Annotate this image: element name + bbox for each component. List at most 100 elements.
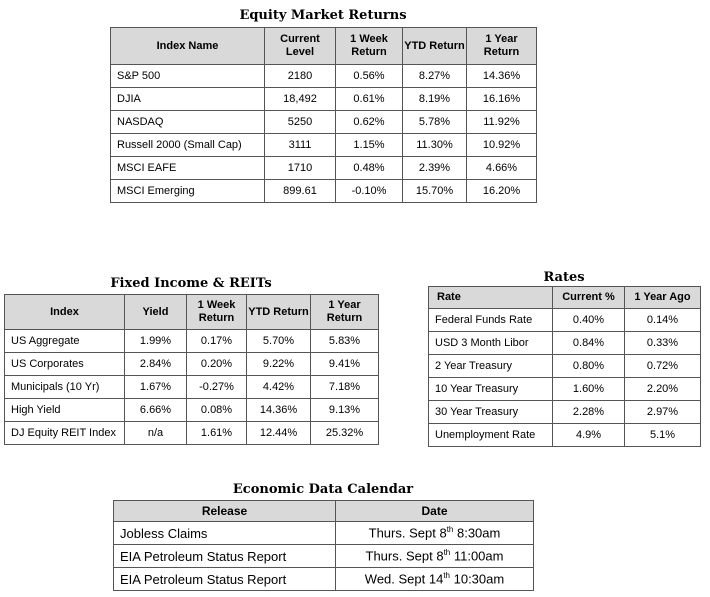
equity-cell: 0.48% — [335, 156, 403, 180]
fixed-cell: US Corporates — [4, 352, 125, 376]
table-row: DJIA 18,492 0.61% 8.19% 16.16% — [110, 87, 537, 111]
equity-header-1-week-return: 1 Week Return — [335, 27, 403, 65]
fixed-cell: 7.18% — [310, 375, 379, 399]
rates-cell: 2.97% — [624, 400, 701, 424]
fixed-income-title: Fixed Income & REITs — [110, 276, 272, 291]
fixed-cell: 0.08% — [186, 398, 247, 422]
equity-cell: 1710 — [264, 156, 336, 180]
equity-cell: -0.10% — [335, 179, 403, 203]
economic-date-cell: Thurs. Sept 8th 8:30am — [335, 521, 534, 545]
equity-cell: 3111 — [264, 133, 336, 157]
rates-cell: 0.40% — [552, 308, 625, 332]
fixed-cell: 0.20% — [186, 352, 247, 376]
rates-cell: 2.28% — [552, 400, 625, 424]
table-row: MSCI EAFE 1710 0.48% 2.39% 4.66% — [110, 156, 537, 180]
economic-calendar-table: Release Date Jobless Claims Thurs. Sept … — [113, 500, 534, 591]
fixed-header-index: Index — [4, 294, 125, 330]
fixed-header-1-year-return: 1 Year Return — [310, 294, 379, 330]
economic-header-release: Release — [113, 500, 336, 522]
fixed-cell: 9.41% — [310, 352, 379, 376]
equity-cell: Russell 2000 (Small Cap) — [110, 133, 265, 157]
date-suffix: th — [443, 548, 451, 558]
economic-header-date: Date — [335, 500, 534, 522]
equity-cell: 4.66% — [466, 156, 537, 180]
table-row: EIA Petroleum Status Report Wed. Sept 14… — [113, 567, 534, 591]
equity-header-current-level: Current Level — [264, 27, 336, 65]
rates-header-current: Current % — [552, 286, 625, 309]
rates-cell: Federal Funds Rate — [428, 308, 553, 332]
table-row: Unemployment Rate 4.9% 5.1% — [428, 423, 701, 447]
rates-cell: USD 3 Month Libor — [428, 331, 553, 355]
table-row: High Yield 6.66% 0.08% 14.36% 9.13% — [4, 398, 379, 422]
rates-cell: 2.20% — [624, 377, 701, 401]
fixed-cell: 9.13% — [310, 398, 379, 422]
table-row: Russell 2000 (Small Cap) 3111 1.15% 11.3… — [110, 133, 537, 157]
fixed-cell: DJ Equity REIT Index — [4, 421, 125, 445]
fixed-cell: 1.61% — [186, 421, 247, 445]
equity-cell: 16.16% — [466, 87, 537, 111]
equity-cell: 5.78% — [402, 110, 467, 134]
economic-date-cell: Wed. Sept 14th 10:30am — [335, 567, 534, 591]
fixed-cell: High Yield — [4, 398, 125, 422]
rates-cell: 0.14% — [624, 308, 701, 332]
fixed-cell: -0.27% — [186, 375, 247, 399]
date-time: 10:30am — [450, 571, 505, 587]
equity-cell: 2180 — [264, 64, 336, 88]
equity-cell: 15.70% — [402, 179, 467, 203]
fixed-cell: 4.42% — [246, 375, 311, 399]
table-row: US Corporates 2.84% 0.20% 9.22% 9.41% — [4, 352, 379, 376]
table-row: Municipals (10 Yr) 1.67% -0.27% 4.42% 7.… — [4, 375, 379, 399]
table-row: Jobless Claims Thurs. Sept 8th 8:30am — [113, 521, 534, 545]
equity-header-index-name: Index Name — [110, 27, 265, 65]
equity-cell: 14.36% — [466, 64, 537, 88]
fixed-cell: Municipals (10 Yr) — [4, 375, 125, 399]
table-row: NASDAQ 5250 0.62% 5.78% 11.92% — [110, 110, 537, 134]
date-time: 8:30am — [453, 525, 501, 541]
rates-table: Rate Current % 1 Year Ago Federal Funds … — [428, 286, 701, 447]
date-text: Thurs. Sept 8 — [365, 548, 444, 564]
equity-cell: 8.27% — [402, 64, 467, 88]
equity-cell: 18,492 — [264, 87, 336, 111]
rates-cell: 5.1% — [624, 423, 701, 447]
equity-cell: 16.20% — [466, 179, 537, 203]
fixed-cell: 5.70% — [246, 329, 311, 353]
equity-cell: 8.19% — [402, 87, 467, 111]
economic-release-cell: Jobless Claims — [113, 521, 336, 545]
fixed-header-ytd-return: YTD Return — [246, 294, 311, 330]
fixed-cell: 1.67% — [124, 375, 187, 399]
fixed-cell: 14.36% — [246, 398, 311, 422]
rates-cell: 0.72% — [624, 354, 701, 378]
fixed-header-1-week-return: 1 Week Return — [186, 294, 247, 330]
equity-cell: 11.30% — [402, 133, 467, 157]
table-row: DJ Equity REIT Index n/a 1.61% 12.44% 25… — [4, 421, 379, 445]
fixed-cell: 9.22% — [246, 352, 311, 376]
equity-table: Index Name Current Level 1 Week Return Y… — [110, 27, 537, 203]
equity-cell: NASDAQ — [110, 110, 265, 134]
equity-cell: 1.15% — [335, 133, 403, 157]
date-suffix: th — [443, 571, 450, 581]
table-row: 10 Year Treasury 1.60% 2.20% — [428, 377, 701, 401]
equity-cell: 0.56% — [335, 64, 403, 88]
table-row: US Aggregate 1.99% 0.17% 5.70% 5.83% — [4, 329, 379, 353]
fixed-header-yield: Yield — [124, 294, 187, 330]
economic-release-cell: EIA Petroleum Status Report — [113, 567, 336, 591]
rates-cell: 1.60% — [552, 377, 625, 401]
fixed-cell: 0.17% — [186, 329, 247, 353]
rates-cell: 0.84% — [552, 331, 625, 355]
equity-cell: 0.62% — [335, 110, 403, 134]
table-row: S&P 500 2180 0.56% 8.27% 14.36% — [110, 64, 537, 88]
fixed-cell: n/a — [124, 421, 187, 445]
equity-cell: 10.92% — [466, 133, 537, 157]
fixed-cell: 6.66% — [124, 398, 187, 422]
equity-header-ytd-return: YTD Return — [402, 27, 467, 65]
fixed-cell: 5.83% — [310, 329, 379, 353]
date-text: Wed. Sept 14 — [364, 571, 444, 587]
table-row: Federal Funds Rate 0.40% 0.14% — [428, 308, 701, 332]
equity-cell: 11.92% — [466, 110, 537, 134]
rates-cell: 10 Year Treasury — [428, 377, 553, 401]
fixed-cell: 1.99% — [124, 329, 187, 353]
fixed-cell: US Aggregate — [4, 329, 125, 353]
equity-cell: 5250 — [264, 110, 336, 134]
table-row: EIA Petroleum Status Report Thurs. Sept … — [113, 544, 534, 568]
rates-cell: 30 Year Treasury — [428, 400, 553, 424]
